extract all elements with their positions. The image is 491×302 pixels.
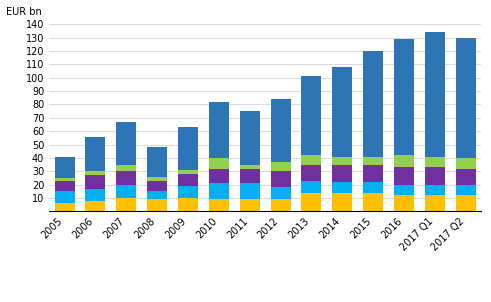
Bar <box>85 175 106 189</box>
Bar <box>394 185 414 195</box>
Bar <box>240 169 260 183</box>
Bar <box>55 191 75 203</box>
Bar <box>178 174 198 186</box>
Bar <box>456 195 476 211</box>
Bar <box>394 39 414 155</box>
Bar <box>178 170 198 174</box>
Bar <box>147 191 167 199</box>
Bar <box>332 193 353 211</box>
Bar <box>425 185 445 195</box>
Bar <box>301 76 322 155</box>
Bar <box>456 185 476 195</box>
Bar <box>240 111 260 165</box>
Bar <box>209 199 229 211</box>
Bar <box>147 199 167 211</box>
Bar <box>394 195 414 211</box>
Bar <box>301 181 322 193</box>
Bar <box>55 203 75 211</box>
Bar <box>301 165 322 181</box>
Bar <box>332 156 353 165</box>
Bar <box>271 187 291 199</box>
Bar <box>332 182 353 193</box>
Bar <box>85 189 106 201</box>
Bar <box>55 178 75 181</box>
Bar <box>425 32 445 156</box>
Bar <box>240 165 260 169</box>
Bar <box>363 51 383 156</box>
Bar <box>240 183 260 199</box>
Bar <box>332 67 353 156</box>
Text: EUR bn: EUR bn <box>6 7 42 17</box>
Bar <box>363 182 383 193</box>
Bar <box>209 102 229 158</box>
Bar <box>147 181 167 191</box>
Bar <box>271 199 291 211</box>
Bar <box>425 195 445 211</box>
Bar <box>116 122 136 165</box>
Bar <box>271 162 291 171</box>
Bar <box>116 185 136 198</box>
Bar <box>363 165 383 182</box>
Bar <box>271 171 291 187</box>
Bar <box>456 158 476 169</box>
Bar <box>394 155 414 167</box>
Bar <box>425 156 445 167</box>
Bar <box>147 177 167 181</box>
Bar <box>301 155 322 165</box>
Bar <box>425 167 445 185</box>
Bar <box>209 183 229 199</box>
Bar <box>332 165 353 182</box>
Bar <box>178 186 198 198</box>
Bar <box>116 171 136 185</box>
Bar <box>116 198 136 211</box>
Bar <box>209 169 229 183</box>
Bar <box>301 193 322 211</box>
Bar <box>178 198 198 211</box>
Bar <box>85 171 106 175</box>
Bar <box>240 199 260 211</box>
Bar <box>116 165 136 171</box>
Bar <box>271 99 291 162</box>
Bar <box>85 137 106 171</box>
Bar <box>456 169 476 185</box>
Bar <box>363 193 383 211</box>
Bar <box>456 37 476 158</box>
Bar <box>178 127 198 170</box>
Bar <box>55 181 75 191</box>
Bar <box>85 201 106 211</box>
Bar <box>394 167 414 185</box>
Bar <box>147 147 167 177</box>
Bar <box>55 156 75 178</box>
Bar <box>209 158 229 169</box>
Bar <box>363 156 383 165</box>
